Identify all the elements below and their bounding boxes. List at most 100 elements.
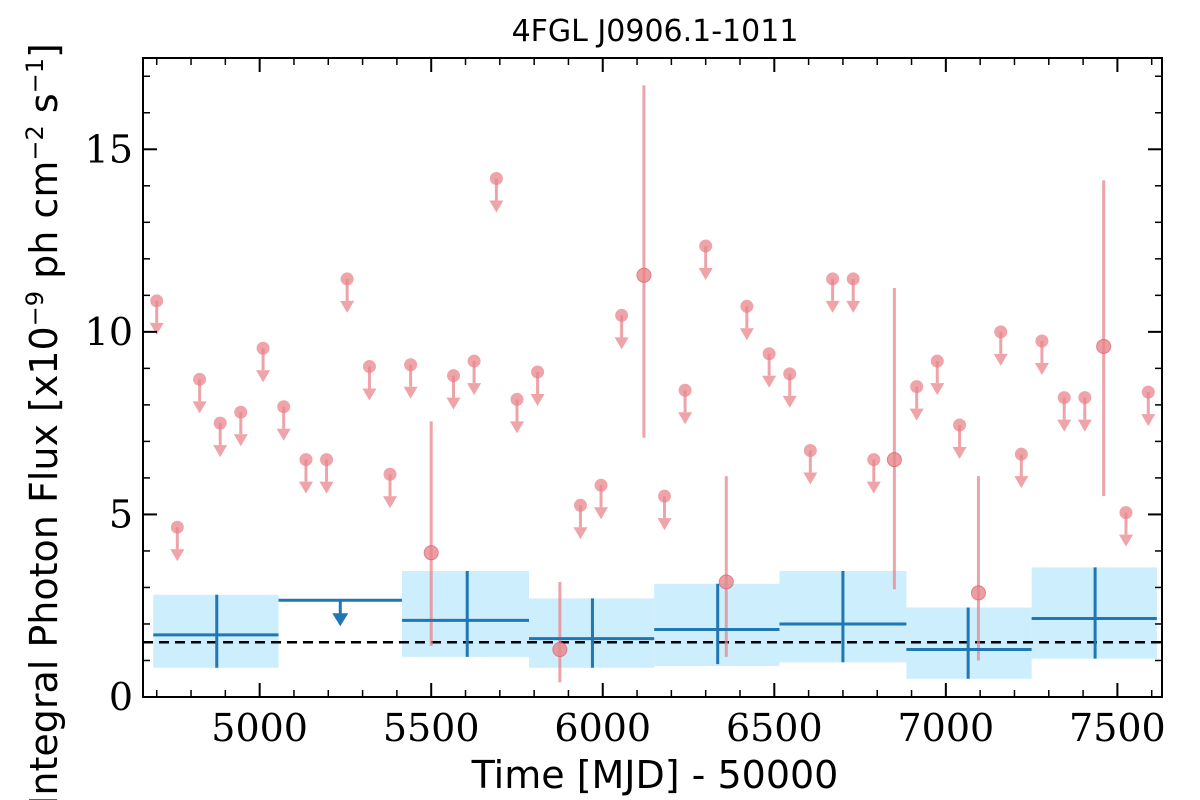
short-bin-upper-limit-point: [383, 467, 397, 481]
short-bin-detection-point: [886, 452, 902, 468]
short-bin-upper-limit-arrow: [594, 507, 609, 520]
y-tick-label: 10: [85, 310, 133, 354]
y-axis-label-exp2: −2: [21, 125, 49, 160]
short-bin-upper-limit-point: [362, 360, 376, 374]
short-bin-detection-point: [552, 642, 568, 658]
short-bin-upper-limit-arrow: [446, 397, 461, 410]
short-bin-upper-limit-point: [762, 347, 776, 361]
short-bin-upper-limit-point: [340, 272, 354, 286]
short-bin-upper-limit-point: [277, 400, 291, 414]
short-bin-upper-limit-arrow: [340, 300, 355, 313]
short-bin-upper-limit-point: [594, 478, 608, 492]
short-bin-upper-limit-arrow: [825, 300, 840, 313]
short-bin-upper-limit-point: [678, 383, 692, 397]
y-axis-label-exp3: −1: [21, 58, 49, 93]
short-bin-upper-limit-point: [320, 453, 334, 467]
short-bin-upper-limit-point: [1078, 391, 1092, 405]
short-bin-upper-limit-arrow: [909, 408, 924, 421]
short-bin-upper-limit-point: [615, 308, 629, 322]
short-bin-upper-limit-point: [404, 358, 418, 372]
short-bin-detection-point: [423, 545, 439, 561]
short-bin-detection-point: [1096, 338, 1112, 354]
short-bin-upper-limit-point: [846, 272, 860, 286]
short-bin-upper-limit-point: [740, 299, 754, 313]
short-bin-upper-limit-point: [658, 489, 672, 503]
short-bin-upper-limit-arrow: [678, 412, 693, 425]
short-bin-upper-limit-point: [867, 453, 881, 467]
short-bin-upper-limit-arrow: [362, 388, 377, 401]
short-bin-upper-limit-point: [467, 354, 481, 368]
short-bin-upper-limit-point: [234, 405, 248, 419]
long-bin-band: [402, 571, 529, 657]
short-bin-upper-limit-arrow: [782, 395, 797, 408]
short-bin-upper-limit-point: [150, 294, 164, 308]
short-bin-upper-limit-arrow: [657, 518, 672, 531]
short-bin-upper-limit-arrow: [1057, 419, 1072, 432]
short-bin-upper-limit-arrow: [1141, 414, 1156, 427]
plot-area: [143, 85, 1162, 683]
chart-title: 4FGL J0906.1-1011: [512, 14, 799, 49]
short-bin-upper-limit-arrow: [739, 328, 754, 341]
short-bin-upper-limit-arrow: [803, 472, 818, 485]
x-tick-label: 6500: [726, 706, 823, 750]
short-bin-upper-limit-point: [1119, 506, 1133, 520]
y-axis-label: Integral Photon Flux [x10−9 ph cm−2 s−1]: [21, 43, 66, 800]
y-axis-label-mid: ph cm: [22, 161, 66, 291]
short-bin-upper-limit-arrow: [170, 549, 185, 562]
short-bin-upper-limit-arrow: [952, 446, 967, 459]
x-tick-label: 5000: [211, 706, 308, 750]
short-bin-upper-limit-arrow: [698, 268, 713, 281]
short-bin-upper-limit-arrow: [509, 421, 524, 434]
short-bin-upper-limit-arrow: [1034, 362, 1049, 375]
short-bin-upper-limit-arrow: [298, 481, 313, 494]
short-bin-upper-limit-arrow: [1014, 476, 1029, 489]
y-tick-label: 5: [109, 492, 133, 536]
short-bin-upper-limit-arrow: [192, 401, 207, 414]
short-bin-upper-limit-arrow: [149, 322, 164, 335]
short-bin-detection-point: [970, 585, 986, 601]
y-axis-label-end: s: [22, 93, 66, 125]
short-bin-upper-limit-point: [783, 367, 797, 381]
short-bin-upper-limit-arrow: [846, 300, 861, 313]
short-bin-upper-limit-point: [256, 341, 270, 355]
short-bin-upper-limit-arrow: [573, 527, 588, 540]
short-bin-upper-limit-point: [910, 380, 924, 394]
short-bin-upper-limit-arrow: [489, 200, 504, 213]
x-tick-label: 7000: [897, 706, 994, 750]
short-bin-upper-limit-arrow: [233, 434, 248, 447]
short-bin-upper-limit-arrow: [256, 370, 271, 383]
short-bin-upper-limit-arrow: [1118, 534, 1133, 547]
short-bin-upper-limit-point: [1014, 447, 1028, 461]
short-bin-detection-point: [636, 267, 652, 283]
short-bin-upper-limit-point: [1035, 334, 1049, 348]
short-bin-upper-limit-arrow: [614, 337, 629, 350]
axes-frame: [142, 57, 1163, 698]
short-bin-upper-limit-point: [1141, 385, 1155, 399]
x-tick-label: 7500: [1069, 706, 1166, 750]
short-bin-upper-limit-point: [299, 453, 313, 467]
short-bin-upper-limit-arrow: [866, 481, 881, 494]
y-axis-label-exp: −9: [21, 291, 49, 326]
short-bin-upper-limit-arrow: [993, 353, 1008, 366]
short-bin-upper-limit-point: [510, 392, 524, 406]
short-bin-upper-limit-arrow: [213, 445, 228, 458]
y-axis-label-close: ]: [22, 43, 66, 58]
short-bin-upper-limit-point: [953, 418, 967, 432]
short-bin-upper-limit-arrow: [403, 386, 418, 399]
x-tick-label: 5500: [383, 706, 480, 750]
plot-marks: [143, 85, 1162, 683]
short-bin-upper-limit-arrow: [530, 394, 545, 407]
short-bin-upper-limit-arrow: [467, 383, 482, 396]
short-bin-upper-limit-point: [531, 365, 545, 379]
short-bin-detection-point: [718, 574, 734, 590]
short-bin-upper-limit-arrow: [762, 375, 777, 388]
short-bin-upper-limit-arrow: [319, 481, 334, 494]
short-bin-upper-limit-point: [803, 444, 817, 458]
short-bin-upper-limit-point: [930, 354, 944, 368]
short-bin-upper-limit-point: [826, 272, 840, 286]
short-bin-upper-limit-arrow: [930, 383, 945, 396]
short-bin-upper-limit-point: [1057, 391, 1071, 405]
y-tick-label: 15: [85, 127, 133, 171]
short-bin-upper-limit-point: [699, 239, 713, 253]
